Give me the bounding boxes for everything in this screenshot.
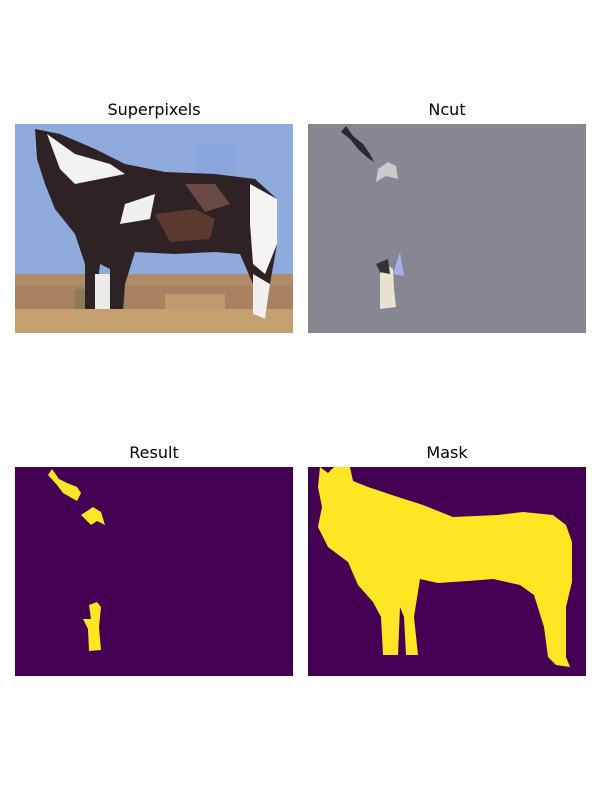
superpixels-title: Superpixels: [107, 100, 201, 119]
ncut-segmentation-image: [308, 124, 586, 333]
superpixels-image: [15, 124, 293, 333]
mask-title: Mask: [426, 443, 468, 462]
mask-horse-image: [308, 467, 586, 676]
result-title: Result: [129, 443, 179, 462]
superpixels-horse-image: [15, 124, 293, 333]
ncut-title: Ncut: [428, 100, 466, 119]
mask-image: [308, 467, 586, 676]
ncut-image: [308, 124, 586, 333]
result-image: [15, 467, 293, 676]
result-mask-image: [15, 467, 293, 676]
